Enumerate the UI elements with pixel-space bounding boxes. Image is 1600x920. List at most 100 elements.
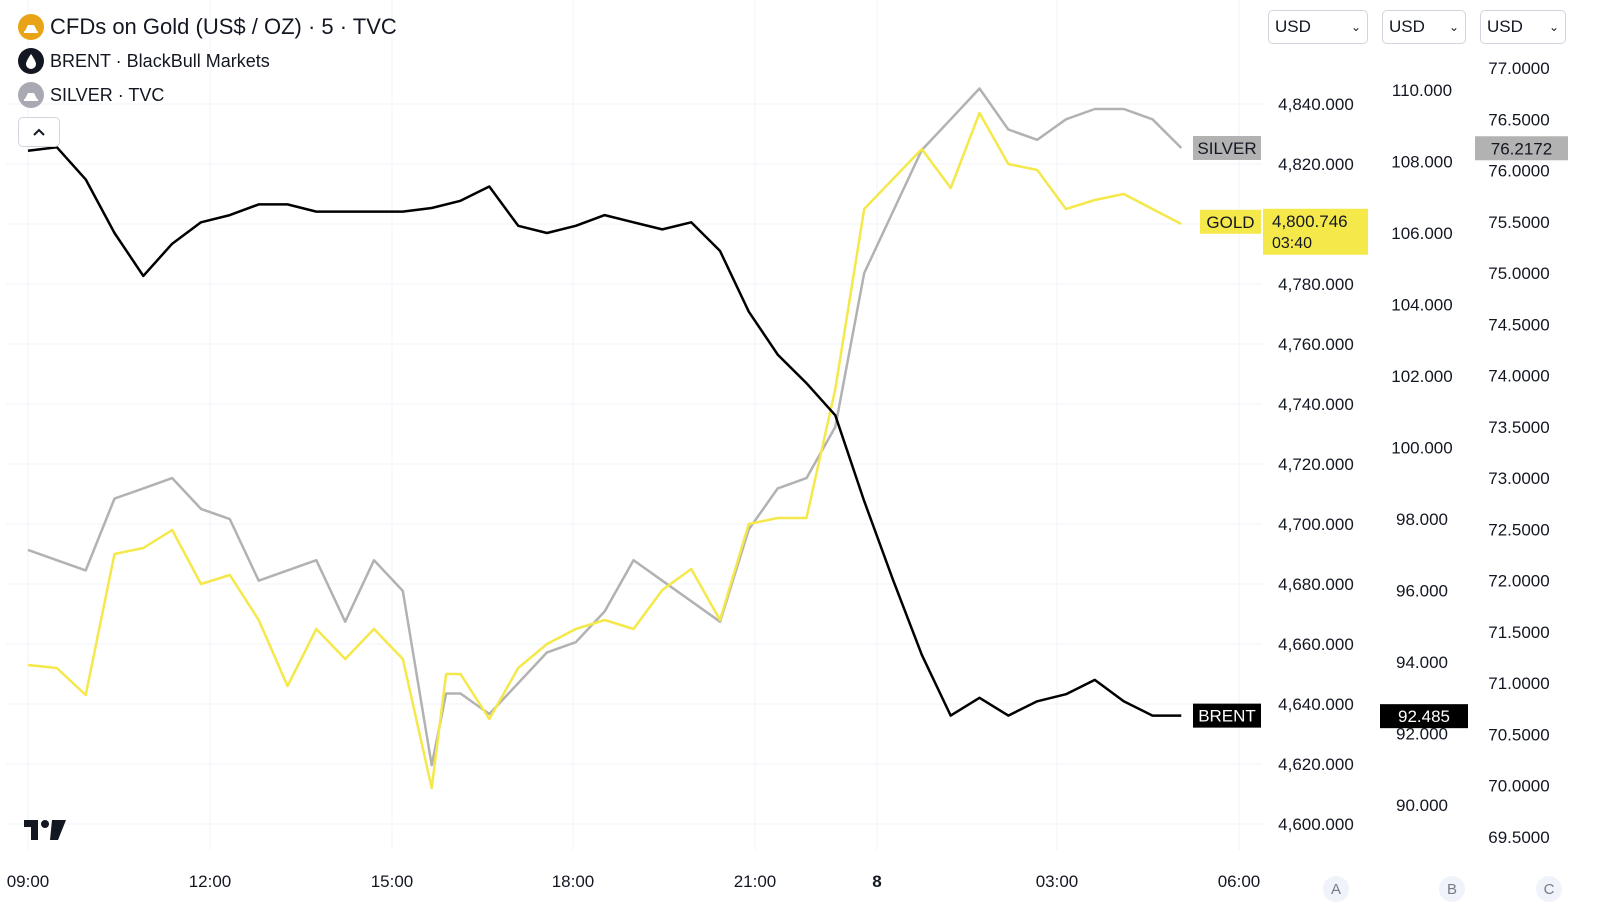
gold-countdown-text: 03:40 <box>1272 235 1312 252</box>
axis-a-tick-12: 4,600.000 <box>1278 815 1354 834</box>
series-name-badge-brent-text: BRENT <box>1198 707 1256 726</box>
x-tick-label-6: 03:00 <box>1036 872 1079 891</box>
axis-c-tick-5: 74.5000 <box>1488 315 1549 334</box>
series-name-badge-silver: SILVER <box>1193 135 1261 160</box>
axis-b-tick-5: 100.000 <box>1391 439 1452 458</box>
series-name-badge-brent: BRENT <box>1193 703 1261 728</box>
axis-b-tick-2: 106.000 <box>1391 224 1452 243</box>
axis-a-tick-10: 4,640.000 <box>1278 695 1354 714</box>
x-tick-label-3: 18:00 <box>552 872 595 891</box>
last-value-badge-brent: 92.485 <box>1380 704 1468 729</box>
axis-b-tick-9: 92.000 <box>1396 725 1448 744</box>
series-lines <box>27 87 1183 790</box>
axis-c-tick-13: 70.5000 <box>1488 725 1549 744</box>
series-name-badge-silver-text: SILVER <box>1197 139 1256 158</box>
scale-button-b[interactable]: B <box>1439 876 1465 902</box>
axis-c-tick-2: 76.0000 <box>1488 162 1549 181</box>
currency-select-a[interactable]: USD ⌄ <box>1268 10 1368 44</box>
axis-c-tick-11: 71.5000 <box>1488 623 1549 642</box>
series-line-silver <box>27 87 1183 767</box>
scale-button-a[interactable]: A <box>1323 876 1349 902</box>
currency-select-b[interactable]: USD ⌄ <box>1382 10 1466 44</box>
silver-bar-icon <box>18 82 44 108</box>
currency-select-c[interactable]: USD ⌄ <box>1480 10 1566 44</box>
axis-a-tick-8: 4,680.000 <box>1278 575 1354 594</box>
currency-select-c-value: USD <box>1487 17 1523 36</box>
axis-c-tick-1: 76.5000 <box>1488 110 1549 129</box>
time-axis: 09:00 12:00 15:00 18:00 21:00 8 03:00 06:00 <box>7 872 1261 891</box>
axis-c-tick-8: 73.0000 <box>1488 469 1549 488</box>
axis-a-tick-1: 4,820.000 <box>1278 155 1354 174</box>
axis-c-tick-4: 75.0000 <box>1488 264 1549 283</box>
series-name-badge-gold-bg <box>1200 209 1261 234</box>
gold-bar-icon <box>18 14 44 40</box>
x-tick-label-1: 12:00 <box>189 872 232 891</box>
series-name-badge-gold-text: GOLD <box>1206 213 1254 232</box>
axis-b-tick-10: 90.000 <box>1396 796 1448 815</box>
axis-a-tick-9: 4,660.000 <box>1278 635 1354 654</box>
legend-gold-title: CFDs on Gold (US$ / OZ) · 5 · TVC <box>50 14 397 39</box>
last-value-badge-gold-bg <box>1263 208 1368 255</box>
axis-a-tick-11: 4,620.000 <box>1278 755 1354 774</box>
legend-collapse-button[interactable] <box>18 117 60 147</box>
axis-c-tick-12: 71.0000 <box>1488 674 1549 693</box>
legend-gold-row[interactable]: CFDs on Gold (US$ / OZ) · 5 · TVC <box>18 10 397 44</box>
last-value-badge-silver: 76.2172 <box>1475 136 1568 161</box>
axis-c-tick-14: 70.0000 <box>1488 777 1549 796</box>
last-value-gold-text: 4,800.746 <box>1272 212 1348 231</box>
series-badges: SILVER GOLD BRENT 4,800.746 03:40 92.485 76.21… <box>1193 135 1568 729</box>
oil-drop-icon <box>18 48 44 74</box>
legend-silver-row[interactable]: SILVER · TVC <box>18 78 397 112</box>
currency-select-b-value: USD <box>1389 17 1425 36</box>
axis-c-tick-6: 74.0000 <box>1488 367 1549 386</box>
currency-select-a-value: USD <box>1275 17 1311 36</box>
x-tick-label-5: 8 <box>872 872 881 891</box>
x-tick-label-4: 21:00 <box>734 872 777 891</box>
last-value-badge-silver-text: 76.2172 <box>1491 139 1552 158</box>
x-tick-label-2: 15:00 <box>371 872 414 891</box>
axis-b-tick-0: 110.000 <box>1392 81 1452 100</box>
series-line-gold <box>27 111 1182 790</box>
tradingview-logo[interactable] <box>22 816 68 842</box>
chevron-down-icon: ⌄ <box>1448 20 1459 34</box>
axis-c-tick-3: 75.5000 <box>1488 213 1549 232</box>
series-name-badge-brent-bg <box>1193 703 1261 728</box>
series-name-badge-gold: GOLD <box>1200 209 1261 234</box>
x-tick-label-7: 06:00 <box>1218 872 1261 891</box>
last-value-badge-silver-bg <box>1475 136 1568 161</box>
axis-a-tick-3: 4,780.000 <box>1278 275 1354 294</box>
last-value-badge-gold: 4,800.746 03:40 <box>1263 208 1368 255</box>
x-tick-label-0: 09:00 <box>7 872 50 891</box>
chevron-up-icon <box>33 128 45 136</box>
axis-b-tick-6: 98.000 <box>1396 510 1448 529</box>
price-axes: 4,840.0004,820.0004,800.0004,780.0004,76… <box>1278 59 1550 847</box>
chevron-down-icon: ⌄ <box>1548 20 1559 34</box>
axis-c-tick-7: 73.5000 <box>1488 418 1549 437</box>
scale-button-c[interactable]: C <box>1536 876 1562 902</box>
axis-c-tick-15: 69.5000 <box>1488 828 1549 847</box>
legend-brent-title: BRENT · BlackBull Markets <box>50 50 270 71</box>
axis-c-tick-9: 72.5000 <box>1488 520 1549 539</box>
series-name-badge-silver-bg <box>1193 135 1261 160</box>
axis-b-tick-4: 102.000 <box>1391 367 1452 386</box>
last-value-badge-brent-text: 92.485 <box>1398 707 1450 726</box>
axis-a-tick-7: 4,700.000 <box>1278 515 1354 534</box>
last-value-badge-brent-bg <box>1380 704 1468 729</box>
axis-b-tick-7: 96.000 <box>1396 582 1448 601</box>
axis-a-tick-6: 4,720.000 <box>1278 455 1354 474</box>
axis-a-tick-4: 4,760.000 <box>1278 335 1354 354</box>
axis-b-tick-8: 94.000 <box>1396 653 1448 672</box>
axis-b-tick-1: 108.000 <box>1391 153 1452 172</box>
axis-c-tick-10: 72.0000 <box>1488 572 1549 591</box>
axis-a-tick-5: 4,740.000 <box>1278 395 1354 414</box>
series-line-brent <box>27 145 1182 717</box>
axis-c-tick-0: 77.0000 <box>1488 59 1549 78</box>
axis-a-tick-0: 4,840.000 <box>1278 95 1354 114</box>
legend-silver-title: SILVER · TVC <box>50 84 165 105</box>
chart-legend: CFDs on Gold (US$ / OZ) · 5 · TVC BRENT … <box>18 10 397 112</box>
legend-brent-row[interactable]: BRENT · BlackBull Markets <box>18 44 397 78</box>
chevron-down-icon: ⌄ <box>1350 20 1361 34</box>
axis-b-tick-3: 104.000 <box>1391 296 1452 315</box>
grid-lines <box>6 0 1262 850</box>
